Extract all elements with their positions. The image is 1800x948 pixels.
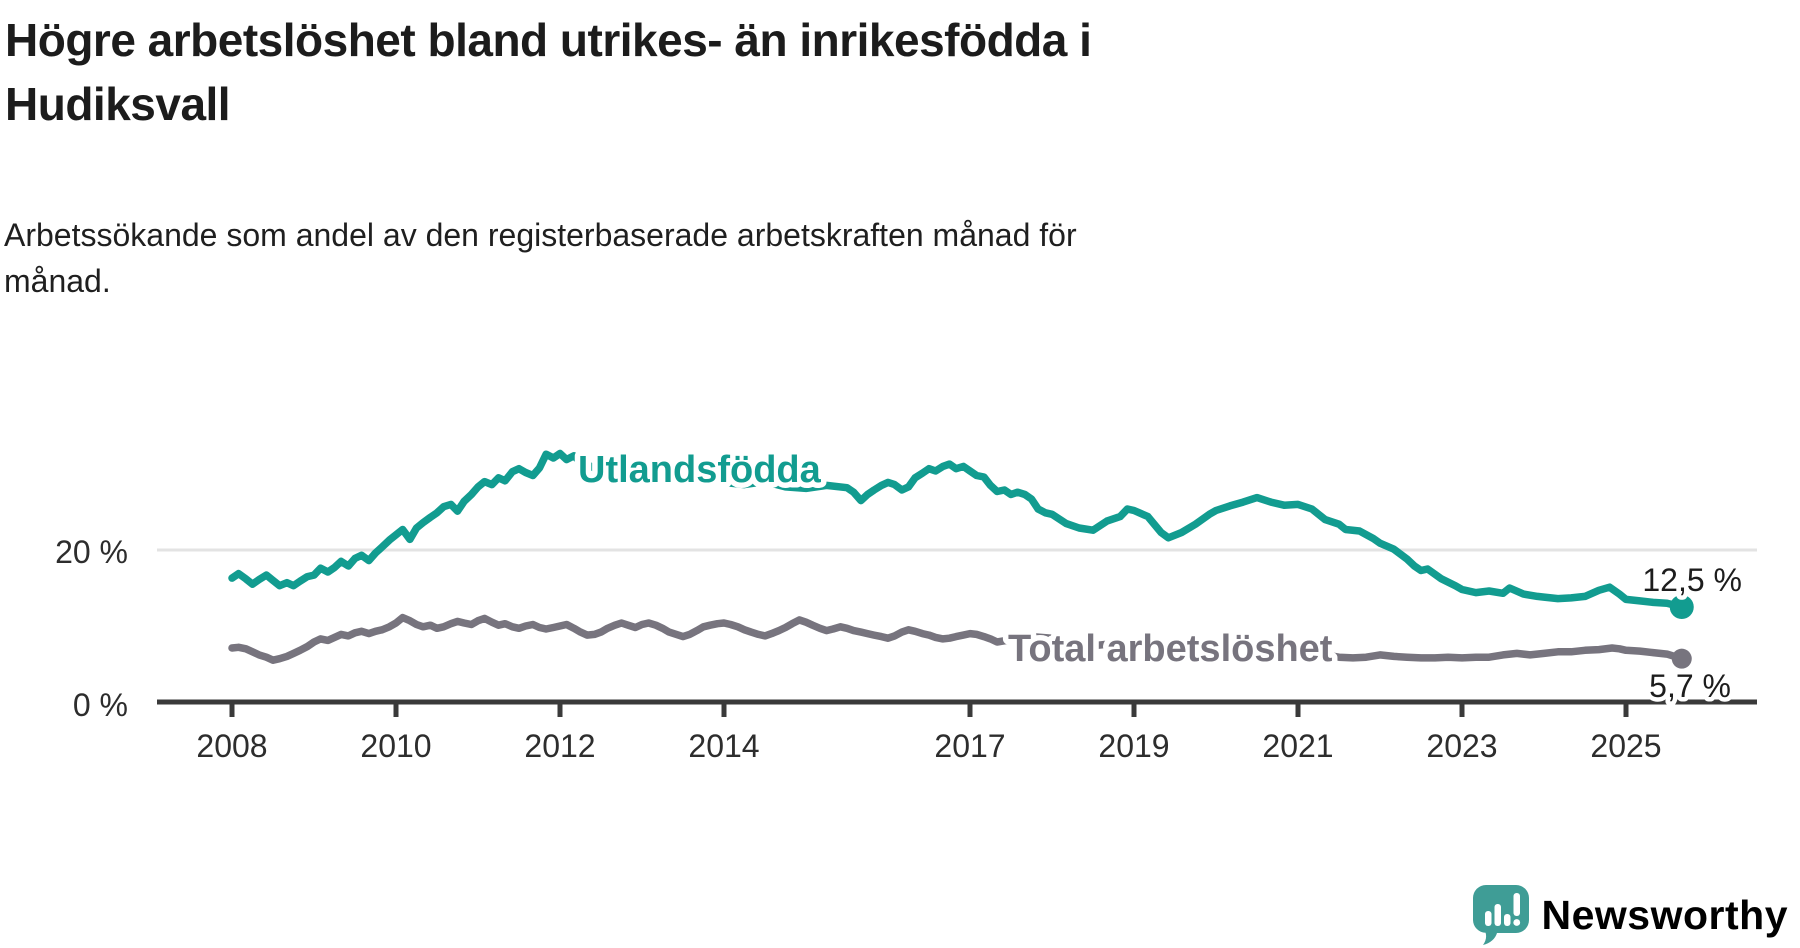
series-end-dot-total-arbetsloshet: [1671, 648, 1692, 669]
x-axis-label-2008: 2008: [196, 728, 267, 764]
title-line-2: Hudiksvall: [5, 78, 231, 131]
logo-exclamation-dot: [1512, 919, 1520, 926]
series-label-total-arbetsloshet: Total arbetslöshet: [1008, 628, 1333, 670]
x-axis-label-2019: 2019: [1098, 728, 1169, 764]
x-axis-label-2012: 2012: [524, 728, 595, 764]
series-label-utlandsfodda: Utlandsfödda: [578, 449, 822, 491]
newsworthy-logo-text: Newsworthy: [1541, 891, 1788, 938]
logo-bar-1: [1484, 911, 1491, 926]
subtitle-line-2: månad.: [4, 263, 111, 300]
subtitle-line-1: Arbetssökande som andel av den registerb…: [4, 217, 1077, 253]
x-axis-label-2023: 2023: [1426, 728, 1497, 764]
series-end-value-total-arbetsloshet: 5,7 %: [1649, 668, 1731, 704]
logo-bar-2: [1494, 904, 1501, 926]
y-axis-label-20: 20 %: [55, 534, 128, 570]
series-end-value-utlandsfodda: 12,5 %: [1642, 562, 1742, 598]
title-line-1: Högre arbetslöshet bland utrikes- än inr…: [5, 14, 1092, 66]
x-axis-label-2021: 2021: [1262, 728, 1333, 764]
logo-bar-3: [1503, 914, 1510, 926]
newsworthy-logo-icon: [1472, 885, 1529, 945]
logo-exclamation-bar: [1513, 893, 1520, 916]
page-title: Högre arbetslöshet bland utrikes- än inr…: [5, 8, 1092, 137]
newsworthy-logo: Newsworthy: [1472, 884, 1789, 946]
x-axis-label-2025: 2025: [1590, 728, 1661, 764]
x-axis-label-2010: 2010: [360, 728, 431, 764]
x-axis-labels: 2008 2010 2012 2014 2017 2019 2021 2023 2025: [196, 728, 1661, 764]
series-group: [228, 449, 1694, 669]
x-axis-label-2014: 2014: [688, 728, 759, 764]
series-line-utlandsfodda: [228, 449, 1686, 611]
x-axis-ticks: [229, 702, 1629, 717]
series-end-dot-utlandsfodda: [1669, 595, 1694, 619]
y-axis-label-0: 0 %: [73, 687, 128, 723]
chart-label-overlays: Utlandsfödda 12,5 % Total arbetslöshet 5,7 …: [573, 444, 1747, 709]
page-subtitle: Arbetssökande som andel av den registerb…: [4, 212, 1077, 305]
x-axis-label-2017: 2017: [934, 728, 1005, 764]
series-line-total-arbetsloshet: [228, 613, 1686, 664]
